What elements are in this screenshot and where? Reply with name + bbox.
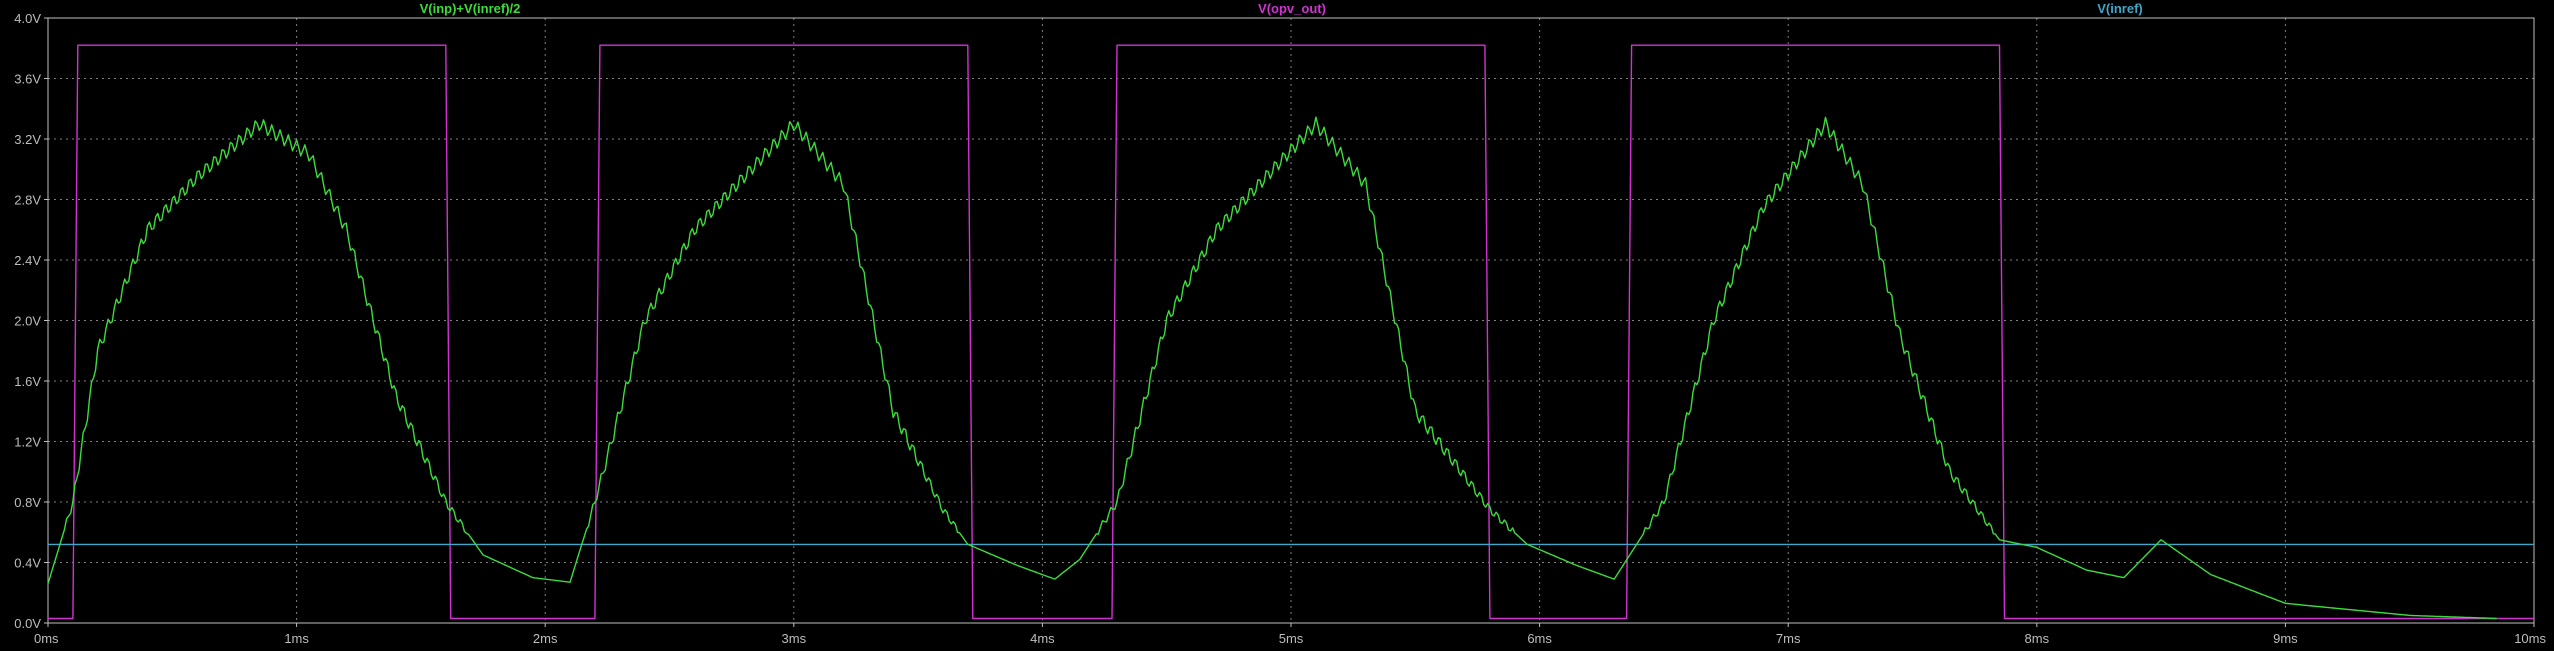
y-axis-ticks: 0.0V 0.4V 0.8V 1.2V 1.6V 2.0V 2.4V 2.8V 3.2V 3.6V…: [14, 11, 48, 631]
x-tick-label: 7ms: [1776, 631, 1801, 646]
y-tick-label: 0.0V: [14, 616, 41, 631]
y-tick-label: 0.8V: [14, 495, 41, 510]
x-tick-label: 0ms: [34, 631, 59, 646]
y-tick-label: 3.2V: [14, 132, 41, 147]
x-tick-label: 8ms: [2025, 631, 2050, 646]
legend-entry-inp-inref[interactable]: V(inp)+V(inref)/2: [420, 1, 521, 16]
y-tick-label: 1.6V: [14, 374, 41, 389]
legend-entry-opv-out[interactable]: V(opv_out): [1258, 1, 1326, 16]
x-axis-ticks: 0ms 1ms 2ms 3ms 4ms 5ms 6ms 7ms 8ms 9ms 10ms: [34, 623, 2546, 646]
legend-entry-inref[interactable]: V(inref): [2097, 1, 2143, 16]
x-tick-label: 3ms: [782, 631, 807, 646]
x-tick-label: 4ms: [1030, 631, 1055, 646]
legend[interactable]: V(inp)+V(inref)/2 V(opv_out) V(inref): [420, 1, 2143, 16]
y-tick-label: 0.4V: [14, 556, 41, 571]
y-tick-label: 2.0V: [14, 314, 41, 329]
y-tick-label: 3.6V: [14, 72, 41, 87]
y-tick-label: 2.4V: [14, 253, 41, 268]
traces: [47, 44, 2534, 620]
x-tick-label: 2ms: [533, 631, 558, 646]
grid-lines: [48, 18, 2534, 623]
y-tick-label: 2.8V: [14, 193, 41, 208]
x-tick-label: 6ms: [1527, 631, 1552, 646]
y-tick-label: 4.0V: [14, 11, 41, 26]
x-tick-label: 1ms: [284, 631, 309, 646]
trace-inp-inref: [47, 116, 2497, 620]
x-tick-label: 10ms: [2514, 631, 2546, 646]
x-tick-label: 9ms: [2273, 631, 2298, 646]
trace-opv-out: [48, 44, 2534, 620]
x-tick-label: 5ms: [1279, 631, 1304, 646]
y-tick-label: 1.2V: [14, 435, 41, 450]
